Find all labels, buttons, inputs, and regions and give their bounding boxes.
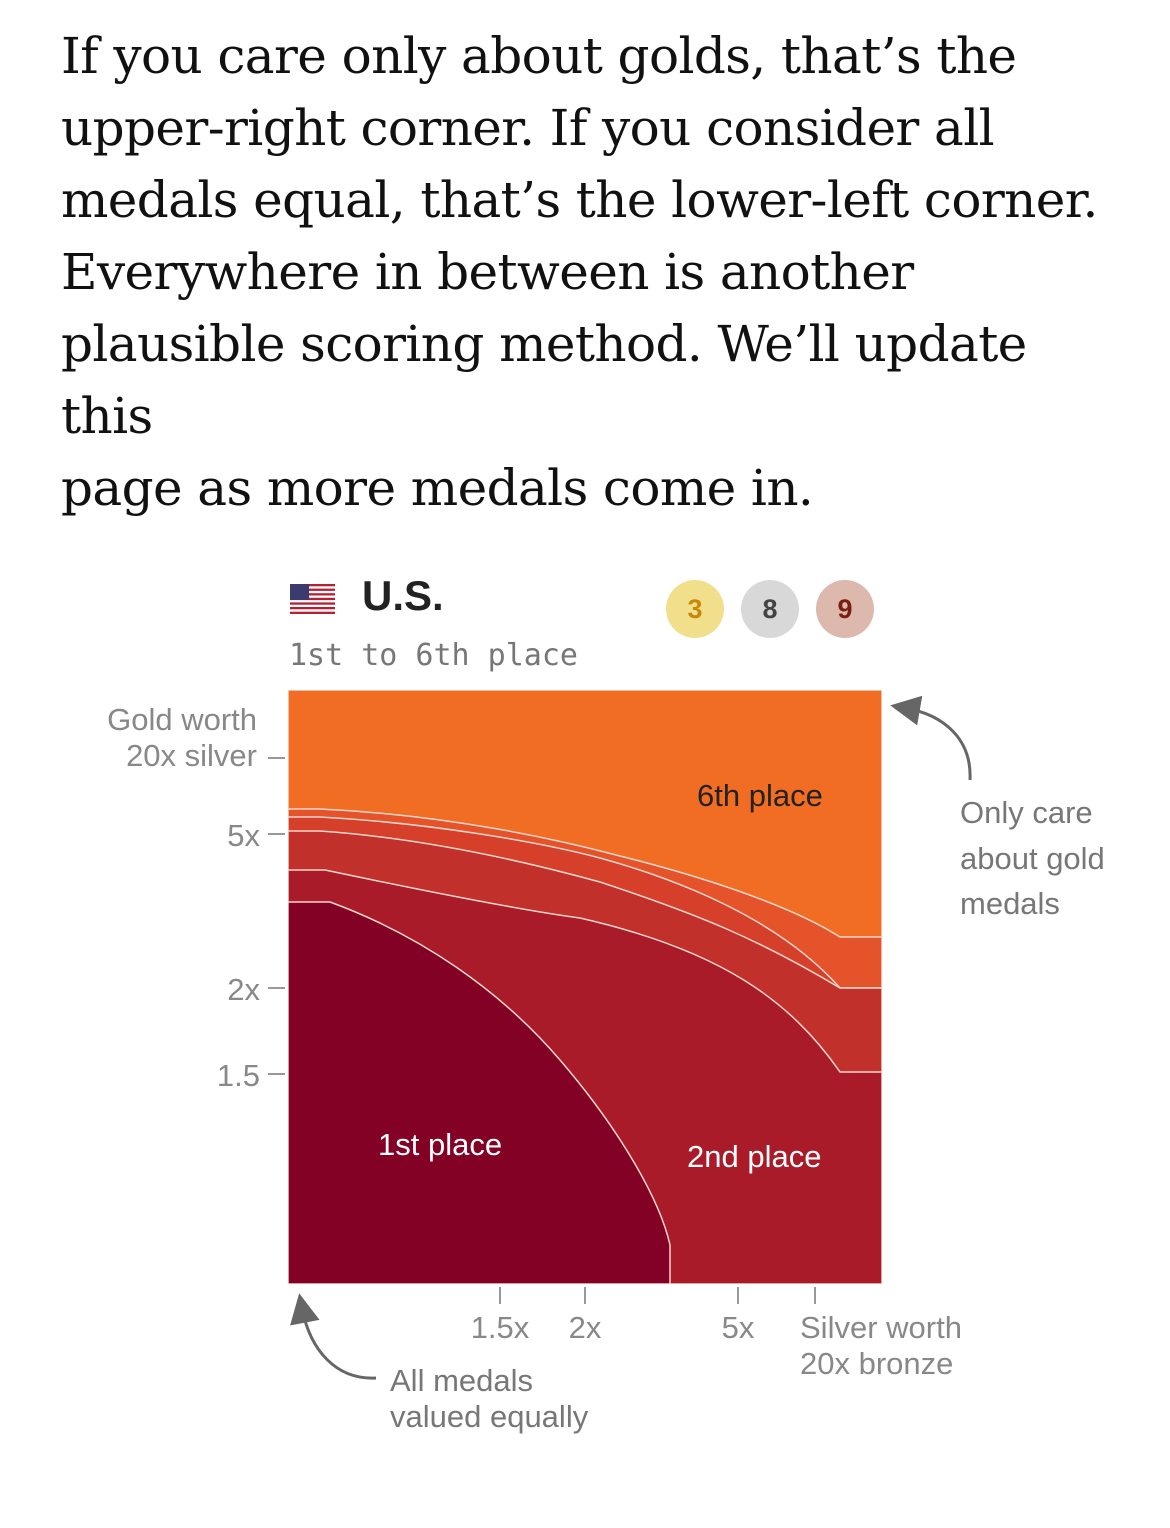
annotation-gold-text: Only care [960, 795, 1093, 830]
region-label-6th: 6th place [697, 778, 823, 813]
intro-line: If you care only about golds, that’s the [61, 27, 1017, 85]
x-tick-label: 5x [722, 1310, 755, 1345]
silver-medal-count: 8 [741, 580, 799, 638]
intro-paragraph: If you care only about golds, that’s the… [61, 20, 1121, 524]
bronze-medal-count: 9 [816, 580, 874, 638]
y-axis: Gold worth 20x silver 5x 2x 1.5 [107, 702, 285, 1093]
x-tick-label: 2x [569, 1310, 602, 1345]
y-axis-label: Gold worth [107, 702, 257, 737]
region-label-1st: 1st place [378, 1127, 502, 1162]
y-tick-label: 1.5 [217, 1058, 260, 1093]
intro-line: upper-right corner. If you consider all [61, 99, 995, 157]
y-tick-label: 5x [227, 818, 260, 853]
intro-line: page as more medals come in. [61, 459, 814, 517]
x-axis-label: 20x bronze [800, 1346, 953, 1381]
country-name: U.S. [362, 572, 444, 619]
x-tick-label: 1.5x [471, 1310, 530, 1345]
annotation-arrow-gold [890, 695, 972, 781]
intro-line: medals equal, that’s the lower-left corn… [61, 171, 1098, 229]
intro-line: plausible scoring method. We’ll update t… [61, 315, 1027, 445]
region-1st-place [288, 901, 671, 1284]
annotation-equal-text: valued equally [390, 1399, 589, 1434]
y-axis-label: 20x silver [126, 738, 257, 773]
x-axis: 1.5x 2x 5x Silver worth 20x bronze [471, 1287, 962, 1381]
annotation-gold-text: medals [960, 886, 1060, 921]
annotation-gold-text: about gold [960, 841, 1105, 876]
x-axis-label: Silver worth [800, 1310, 962, 1345]
region-label-2nd: 2nd place [687, 1139, 821, 1174]
gold-medal-count: 3 [666, 580, 724, 638]
us-flag-icon [290, 584, 335, 614]
intro-line: Everywhere in between is another [61, 243, 914, 301]
annotation-arrow-equal [290, 1293, 377, 1380]
annotation-equal-text: All medals [390, 1363, 533, 1398]
chart-subtitle: 1st to 6th place [289, 638, 578, 673]
y-tick-label: 2x [227, 972, 260, 1007]
